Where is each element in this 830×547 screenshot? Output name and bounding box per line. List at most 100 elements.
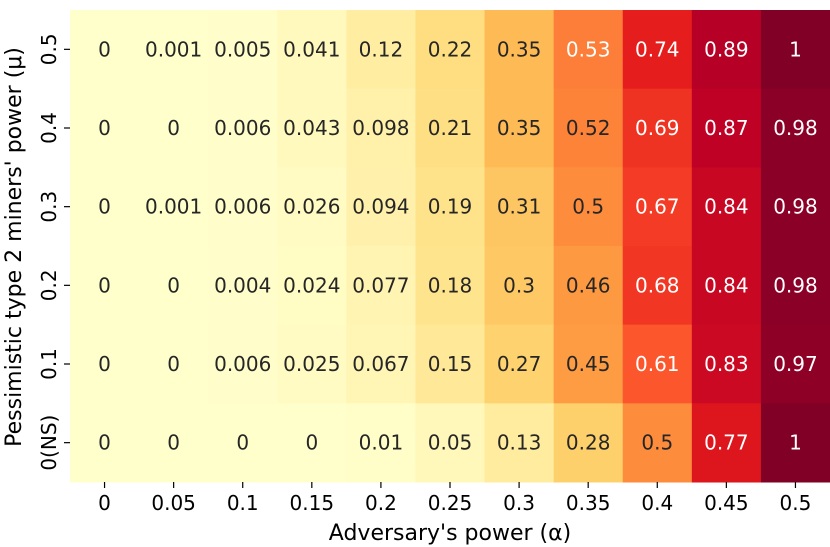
heatmap-cell-r0-c1 — [139, 10, 209, 90]
cell-label-r4-c8: 0.61 — [635, 352, 680, 376]
heatmap-cell-r4-c0 — [70, 324, 140, 404]
cell-label-r1-c6: 0.35 — [497, 116, 542, 140]
heatmap-cell-r0-c10 — [760, 10, 830, 90]
heatmap-cell-r1-c2 — [208, 88, 278, 168]
cell-label-r0-c1: 0.001 — [145, 37, 202, 61]
x-tick-label-8: 0.4 — [641, 491, 673, 515]
cell-label-r3-c0: 0 — [98, 273, 111, 297]
cell-label-r0-c4: 0.12 — [359, 37, 404, 61]
heatmap-cells — [70, 10, 830, 483]
heatmap-cell-r5-c2 — [208, 403, 278, 483]
x-tick-label-7: 0.35 — [566, 491, 611, 515]
heatmap-cell-r2-c5 — [415, 167, 486, 247]
cell-label-r2-c7: 0.5 — [572, 195, 604, 219]
heatmap-cell-r3-c10 — [760, 246, 830, 326]
heatmap-cell-r0-c5 — [415, 10, 486, 90]
cell-label-r4-c4: 0.067 — [352, 352, 409, 376]
cell-label-r4-c5: 0.15 — [428, 352, 473, 376]
heatmap-cell-r0-c7 — [553, 10, 624, 90]
cell-label-r1-c2: 0.006 — [214, 116, 271, 140]
heatmap-cell-r5-c8 — [622, 403, 693, 483]
y-axis-ticks: 0.5 0.4 0.3 0.2 0.1 0(NS) — [37, 33, 70, 471]
cell-label-r1-c5: 0.21 — [428, 116, 473, 140]
heatmap-cell-r3-c2 — [208, 246, 278, 326]
heatmap-cell-r5-c1 — [139, 403, 209, 483]
cell-label-r2-c8: 0.67 — [635, 195, 680, 219]
heatmap-cell-r4-c2 — [208, 324, 278, 404]
cell-label-r3-c9: 0.84 — [704, 273, 749, 297]
cell-label-r0-c5: 0.22 — [428, 37, 473, 61]
heatmap-cell-r5-c9 — [691, 403, 762, 483]
cell-label-r5-c10: 1 — [789, 431, 802, 455]
heatmap-cell-r5-c7 — [553, 403, 624, 483]
heatmap-cell-r0-c9 — [691, 10, 762, 90]
cell-label-r1-c10: 0.98 — [773, 116, 818, 140]
cell-label-r3-c8: 0.68 — [635, 273, 680, 297]
cell-label-r3-c10: 0.98 — [773, 273, 818, 297]
cell-label-r2-c6: 0.31 — [497, 195, 542, 219]
heatmap-cell-r2-c10 — [760, 167, 830, 247]
cell-label-r3-c5: 0.18 — [428, 273, 473, 297]
heatmap-cell-r4-c8 — [622, 324, 693, 404]
cell-label-r1-c7: 0.52 — [566, 116, 611, 140]
cell-label-r1-c8: 0.69 — [635, 116, 680, 140]
cell-label-r3-c6: 0.3 — [503, 273, 535, 297]
cell-label-r3-c3: 0.024 — [283, 273, 340, 297]
x-tick-label-6: 0.3 — [503, 491, 535, 515]
heatmap-cell-r1-c6 — [484, 88, 555, 168]
heatmap-cell-r5-c5 — [415, 403, 486, 483]
cell-label-r4-c10: 0.97 — [773, 352, 818, 376]
x-tick-label-10: 0.5 — [780, 491, 812, 515]
x-axis-label: Adversary's power (α) — [329, 521, 571, 546]
heatmap-cell-r1-c8 — [622, 88, 693, 168]
cell-label-r5-c5: 0.05 — [428, 431, 473, 455]
cell-label-r2-c10: 0.98 — [773, 195, 818, 219]
cell-label-r0-c9: 0.89 — [704, 37, 749, 61]
heatmap-cell-r5-c4 — [346, 403, 416, 483]
heatmap-cell-r1-c3 — [277, 88, 347, 168]
cell-label-r2-c3: 0.026 — [283, 195, 340, 219]
heatmap-cell-r0-c2 — [208, 10, 278, 90]
y-tick-label-0: 0.5 — [37, 33, 61, 65]
cell-label-r4-c0: 0 — [98, 352, 111, 376]
heatmap-cell-r4-c7 — [553, 324, 624, 404]
cell-label-r0-c2: 0.005 — [214, 37, 271, 61]
cell-label-r5-c8: 0.5 — [641, 431, 673, 455]
heatmap-cell-r3-c6 — [484, 246, 555, 326]
heatmap-cell-r3-c7 — [553, 246, 624, 326]
cell-label-r0-c7: 0.53 — [566, 37, 611, 61]
x-tick-label-3: 0.15 — [290, 491, 335, 515]
heatmap-cell-r2-c7 — [553, 167, 624, 247]
heatmap-cell-r3-c0 — [70, 246, 140, 326]
cell-label-r1-c1: 0 — [167, 116, 180, 140]
heatmap-cell-r5-c6 — [484, 403, 555, 483]
heatmap-cell-r2-c6 — [484, 167, 555, 247]
cell-label-r0-c6: 0.35 — [497, 37, 542, 61]
heatmap-cell-r2-c4 — [346, 167, 416, 247]
heatmap-cell-r2-c2 — [208, 167, 278, 247]
heatmap-cell-r4-c4 — [346, 324, 416, 404]
heatmap-cell-r1-c5 — [415, 88, 486, 168]
cell-label-r3-c1: 0 — [167, 273, 180, 297]
heatmap-cell-r1-c7 — [553, 88, 624, 168]
heatmap-cell-r4-c9 — [691, 324, 762, 404]
heatmap-cell-r5-c10 — [760, 403, 830, 483]
heatmap-cell-r3-c9 — [691, 246, 762, 326]
heatmap-cell-r1-c0 — [70, 88, 140, 168]
heatmap-cell-r1-c10 — [760, 88, 830, 168]
heatmap-cell-r1-c9 — [691, 88, 762, 168]
y-tick-label-5: 0(NS) — [37, 415, 61, 471]
cell-label-r2-c1: 0.001 — [145, 195, 202, 219]
cell-label-r0-c0: 0 — [98, 37, 111, 61]
cell-label-r2-c2: 0.006 — [214, 195, 271, 219]
cell-label-r5-c6: 0.13 — [497, 431, 542, 455]
heatmap-cell-r2-c0 — [70, 167, 140, 247]
heatmap-cell-labels: 0 0.001 0.005 0.041 0.12 0.22 0.35 0.53 0.74 0.89… — [98, 37, 818, 454]
cell-label-r1-c0: 0 — [98, 116, 111, 140]
cell-label-r0-c3: 0.041 — [283, 37, 340, 61]
cell-label-r1-c4: 0.098 — [352, 116, 409, 140]
x-tick-label-9: 0.45 — [704, 491, 749, 515]
y-axis-label: Pessimistic type 2 miners' power (μ) — [2, 47, 27, 447]
heatmap-cell-r3-c1 — [139, 246, 209, 326]
